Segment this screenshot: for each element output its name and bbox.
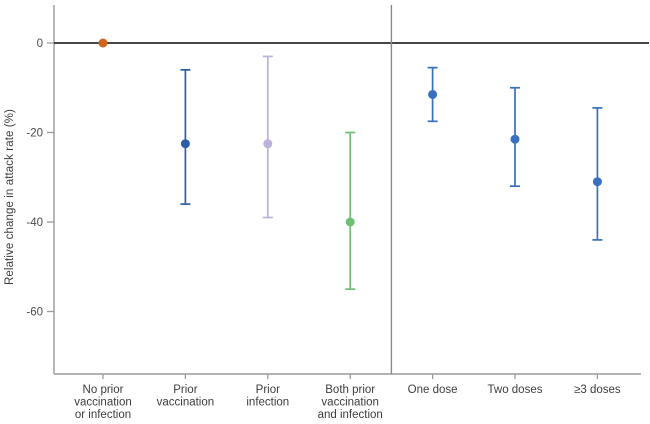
y-tick-label: -60 xyxy=(26,307,43,319)
category-label: One dose xyxy=(408,384,458,396)
category-label: ≥3 doses xyxy=(574,384,621,396)
data-point xyxy=(428,89,438,99)
category-label: Both prior vaccination and infection xyxy=(318,384,383,421)
category-label: Prior infection xyxy=(246,384,289,409)
y-tick-label: -20 xyxy=(26,128,43,140)
category-label: Two doses xyxy=(488,384,543,396)
data-point xyxy=(180,139,190,149)
data-point xyxy=(510,134,520,144)
y-tick-label: 0 xyxy=(37,38,43,50)
data-point xyxy=(345,217,355,227)
data-point xyxy=(592,177,602,187)
y-tick-label: -40 xyxy=(26,217,43,229)
data-point xyxy=(263,139,273,149)
data-point xyxy=(98,38,108,48)
category-label: No prior vaccination or infection xyxy=(74,384,132,421)
category-label: Prior vaccination xyxy=(157,384,215,409)
